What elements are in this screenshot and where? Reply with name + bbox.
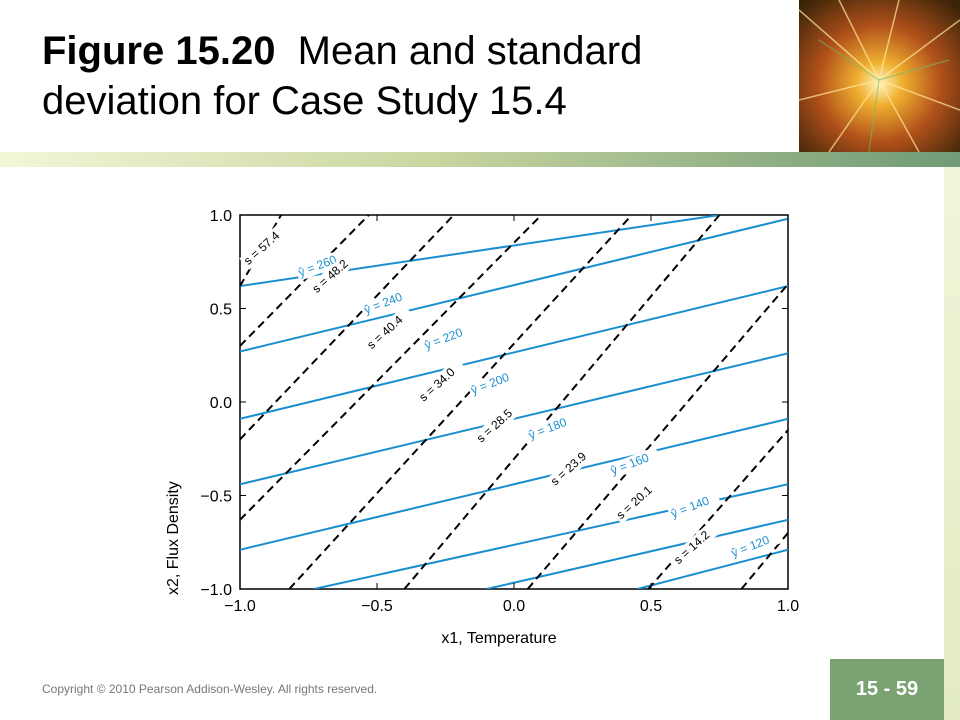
mean-contour-line [240, 417, 788, 551]
label-backdrop [472, 398, 524, 448]
x-tick-label: −0.5 [361, 598, 393, 615]
decorative-band [0, 152, 960, 167]
label-backdrop [294, 248, 349, 282]
label-backdrop [546, 441, 598, 491]
mean-contour-line [637, 548, 788, 589]
label-backdrop [414, 357, 467, 407]
y-tick-label: 0.0 [210, 395, 232, 412]
label-backdrop [239, 221, 292, 270]
label-backdrop [307, 249, 360, 298]
label-backdrop [667, 489, 722, 523]
y-axis-label: x2, Flux Density [165, 481, 182, 595]
sd-contour-line [240, 215, 543, 521]
sd-contour-line [288, 215, 633, 589]
sd-contour-line [647, 429, 788, 589]
mean-contour-line [240, 215, 720, 288]
y-axis-ticks: −1.0 −0.5 0.0 0.5 1.0 [200, 208, 788, 599]
mean-contour-line [240, 285, 788, 420]
mean-contour-line [240, 217, 788, 353]
y-tick-label: 1.0 [210, 208, 232, 225]
figure-caption: Mean and standard deviation for Case Stu… [42, 29, 643, 123]
label-backdrop [360, 285, 415, 319]
sd-contour-line [240, 215, 370, 347]
slide-title: Figure 15.20 Mean and standard deviation… [42, 26, 802, 126]
x-axis-ticks: −1.0 −0.5 0.0 0.5 1.0 [224, 215, 799, 615]
label-backdrop [524, 411, 579, 444]
decorative-corner-image [799, 0, 960, 152]
page-number-badge: 15 - 59 [830, 659, 944, 720]
y-tick-label: 0.5 [210, 302, 232, 319]
x-tick-label: 0.5 [640, 598, 662, 615]
label-backdrop [669, 520, 722, 570]
decorative-side-strip [944, 167, 960, 720]
y-tick-label: −0.5 [200, 489, 232, 506]
figure-number: Figure 15.20 [42, 29, 276, 73]
x-tick-label: 1.0 [777, 598, 799, 615]
x-axis-label: x1, Temperature [441, 630, 556, 647]
sd-contours [240, 215, 788, 589]
x-tick-label: −1.0 [224, 598, 256, 615]
copyright-notice: Copyright © 2010 Pearson Addison-Wesley.… [42, 682, 378, 696]
label-backdrop [606, 446, 661, 480]
label-backdrop [362, 305, 415, 354]
label-backdrop [727, 529, 782, 562]
label-backdrop [467, 366, 522, 399]
sd-contour-line [526, 283, 788, 589]
y-tick-label: −1.0 [200, 582, 232, 599]
x-tick-label: 0.0 [503, 598, 525, 615]
label-backdrop [420, 321, 475, 355]
sd-contour-line [403, 215, 721, 589]
label-backdrop [612, 475, 664, 525]
